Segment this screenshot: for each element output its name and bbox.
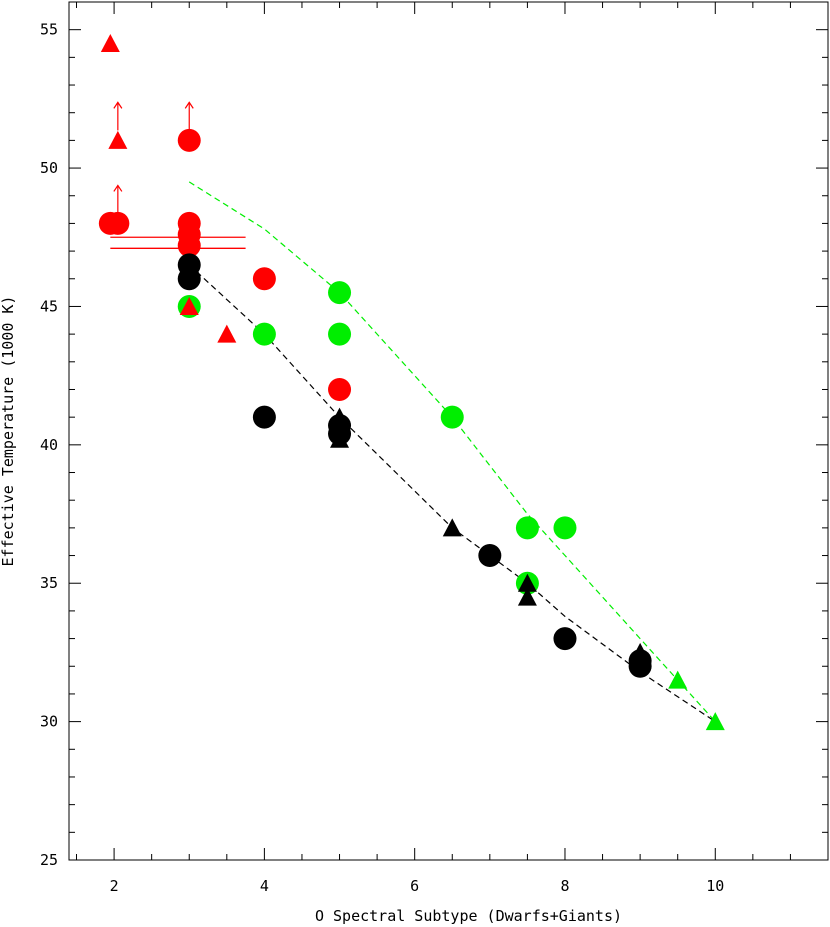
x-axis-title: O Spectral Subtype (Dwarfs+Giants) (315, 907, 622, 925)
black-dashed-line (188, 264, 716, 723)
red-arrow-head (184, 101, 194, 109)
y-tick-label: 40 (40, 436, 58, 454)
red-circle-point (328, 377, 352, 401)
red-arrow-head (113, 101, 123, 109)
x-tick-label: 2 (110, 877, 119, 895)
red-triangle-point (179, 296, 199, 315)
green-circle-point (328, 281, 352, 305)
black-triangle-point (517, 573, 537, 592)
red-circle-point (177, 128, 201, 152)
y-tick-label: 50 (40, 159, 58, 177)
y-tick-label: 45 (40, 297, 58, 315)
black-triangle-point (330, 407, 350, 426)
green-dashed-line (188, 181, 716, 723)
y-tick-label: 30 (40, 713, 58, 731)
red-circle-point (106, 211, 130, 235)
black-circle-point (478, 544, 502, 568)
black-circle-point (252, 405, 276, 429)
black-triangle-point (330, 429, 350, 448)
black-triangle-point (517, 587, 537, 606)
green-circle-point (328, 322, 352, 346)
green-circle-point (515, 516, 539, 540)
x-tick-label: 4 (260, 877, 269, 895)
red-arrow-head (113, 184, 123, 192)
black-circle-point (553, 627, 577, 651)
black-triangle-point (630, 642, 650, 661)
green-triangle-point (705, 712, 725, 731)
plot-border (68, 1, 829, 861)
axis-ticks (69, 1, 829, 861)
red-triangle-point (100, 34, 120, 53)
tick-labels: 2 4 6 8 10 25 30 35 40 45 50 55 (40, 21, 724, 895)
data-points (98, 34, 725, 731)
y-tick-label: 35 (40, 574, 58, 592)
error-bars (110, 236, 246, 249)
red-triangle-point (108, 130, 128, 149)
green-triangle-point (668, 670, 688, 689)
black-circle-point (177, 267, 201, 291)
fit-lines (188, 181, 716, 723)
x-tick-label: 10 (706, 877, 724, 895)
x-tick-label: 6 (410, 877, 419, 895)
y-axis-title: Effective Temperature (1000 K) (0, 296, 17, 567)
x-tick-label: 8 (560, 877, 569, 895)
black-triangle-point (442, 518, 462, 537)
y-tick-label: 25 (40, 851, 58, 869)
y-tick-label: 55 (40, 21, 58, 39)
red-triangle-point (217, 324, 237, 343)
red-circle-point (177, 234, 201, 258)
limit-arrows (113, 101, 194, 214)
plot-frame (68, 1, 829, 861)
green-circle-point (252, 322, 276, 346)
red-circle-point (252, 267, 276, 291)
green-circle-point (553, 516, 577, 540)
green-circle-point (440, 405, 464, 429)
